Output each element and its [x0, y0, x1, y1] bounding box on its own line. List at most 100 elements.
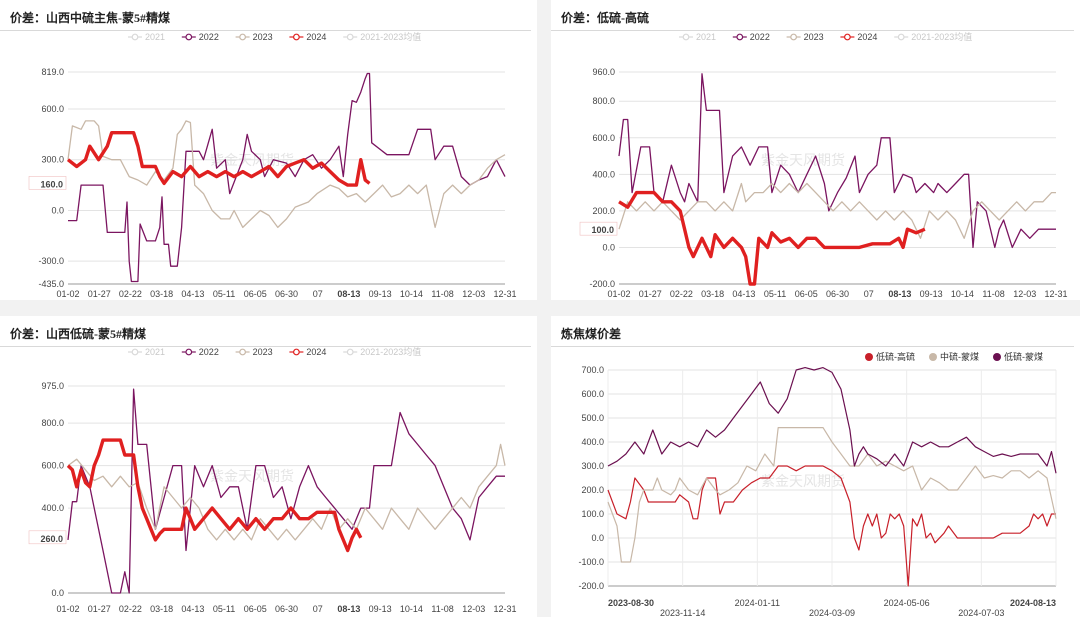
x-tick-label: 09-13 [920, 289, 943, 299]
watermark: 紫金天风期货 [761, 473, 845, 490]
x-tick-label: 02-22 [670, 289, 693, 299]
watermark: 紫金天风期货 [210, 468, 294, 485]
legend-label: 2023 [804, 32, 824, 42]
chart-title: 价差：山西低硫-蒙5#精煤 [10, 327, 146, 341]
series-line-2024 [66, 131, 371, 187]
y-tick-label: -435.0 [38, 279, 64, 289]
x-tick-label: 09-13 [369, 289, 392, 299]
y-tick-label: 800.0 [592, 96, 615, 106]
x-tick-label: 04-13 [181, 604, 204, 614]
legend-label: 2021 [145, 347, 165, 357]
current-value-box [28, 176, 67, 190]
chart-panel-shanxi-low-sulfur: 价差：山西低硫-蒙5#精煤 紫金天风期货 2021 2022 2023 2024 2021… [0, 316, 537, 617]
legend-label: 2022 [199, 32, 219, 42]
x-tick-label: 09-13 [369, 604, 392, 614]
x-tick-label: 12-31 [1044, 289, 1067, 299]
legend-marker [346, 348, 354, 356]
legend-marker [131, 348, 139, 356]
legend-marker [682, 33, 690, 41]
chart-title: 价差：低硫-高硫 [561, 11, 649, 25]
y-tick-label: -200.0 [578, 581, 604, 591]
x-tick-label: 01-27 [88, 604, 111, 614]
y-tick-label: 300.0 [581, 461, 604, 471]
y-tick-label: 600.0 [592, 133, 615, 143]
line-chart: 紫金天风期货 2021 2022 2023 2024 2021-2023均值 0.0 400.… [28, 346, 517, 614]
legend-label: 2024 [306, 32, 326, 42]
x-tick-label: 2024-03-09 [809, 608, 855, 617]
x-tick-label: 10-14 [400, 289, 423, 299]
chart-panel-low-vs-high-sulfur: 价差：低硫-高硫 紫金天风期货 2021 2022 2023 2024 2021-2023… [551, 0, 1080, 300]
x-tick-label: 2024-01-11 [735, 598, 780, 608]
legend-label: 2021 [696, 32, 716, 42]
x-tick-label: 06-05 [244, 289, 267, 299]
x-tick-label: 05-11 [213, 289, 235, 299]
x-tick-label: 08-13 [337, 604, 360, 614]
current-value-label: 100.0 [591, 225, 614, 235]
x-tick-label: 10-14 [400, 604, 423, 614]
x-tick-label: 08-13 [888, 289, 911, 299]
y-tick-label: 0.0 [591, 533, 604, 543]
legend-marker [239, 33, 247, 41]
series-line-2022 [67, 388, 505, 594]
x-tick-label: 01-02 [607, 289, 630, 299]
series-line-2022 [618, 73, 1056, 249]
y-tick-label: 975.0 [41, 381, 64, 391]
line-chart: 紫金天风期货 2021 2022 2023 2024 2021-2023均值 -435.0 -… [28, 31, 517, 299]
x-tick-label: 01-02 [56, 289, 79, 299]
legend-label: 2021-2023均值 [360, 346, 421, 357]
series-line-低硫-高硫 [607, 465, 1056, 587]
x-tick-label: 05-11 [213, 604, 235, 614]
legend-marker [239, 348, 247, 356]
x-tick-label: 06-05 [795, 289, 818, 299]
x-tick-label: 12-03 [462, 289, 485, 299]
y-tick-label: -200.0 [589, 279, 615, 289]
legend-label: 2022 [750, 32, 770, 42]
x-tick-label: 08-13 [337, 289, 360, 299]
series-line-2022 [68, 72, 506, 283]
x-tick-label: 07 [313, 604, 323, 614]
y-tick-label: 800.0 [41, 418, 64, 428]
x-tick-label: 02-22 [119, 289, 142, 299]
legend-label: 低硫-蒙煤 [1004, 351, 1043, 362]
y-tick-label: -300.0 [38, 256, 64, 266]
chart-panel-coking-coal-spread: 炼焦煤价差 紫金天风期货 低硫-高硫 中硫-蒙煤 低硫-蒙煤 -200.0 -100.0 0… [551, 316, 1080, 617]
legend-label: 2021 [145, 32, 165, 42]
x-tick-label: 12-03 [462, 604, 485, 614]
x-tick-label: 2023-11-14 [660, 608, 705, 617]
y-tick-label: 400.0 [41, 503, 64, 513]
current-value-box [579, 221, 618, 236]
chart-title: 炼焦煤价差 [561, 327, 622, 341]
legend-marker [131, 33, 139, 41]
y-tick-label: 400.0 [592, 169, 615, 179]
watermark: 紫金天风期货 [761, 152, 845, 169]
title-divider [0, 346, 531, 347]
x-tick-label: 2024-08-13 [1010, 598, 1056, 608]
legend-label: 2021-2023均值 [360, 31, 421, 42]
legend-label: 2021-2023均值 [911, 31, 972, 42]
y-tick-label: 0.0 [602, 242, 615, 252]
series-line-低硫-蒙煤 [607, 367, 1057, 474]
x-tick-label: 11-08 [431, 604, 453, 614]
y-tick-label: 200.0 [581, 485, 604, 495]
watermark: 紫金天风期货 [210, 152, 294, 169]
series-line-2024 [618, 190, 926, 286]
series-line-2023 [67, 443, 506, 541]
y-tick-label: 960.0 [592, 67, 615, 77]
x-tick-label: 03-18 [150, 604, 173, 614]
x-tick-label: 12-31 [493, 604, 516, 614]
x-tick-label: 03-18 [701, 289, 724, 299]
x-tick-label: 12-03 [1013, 289, 1036, 299]
y-tick-label: 700.0 [581, 365, 604, 375]
line-chart: 紫金天风期货 低硫-高硫 中硫-蒙煤 低硫-蒙煤 -200.0 -100.0 0.0 100.… [578, 351, 1057, 617]
x-tick-label: 12-31 [493, 289, 516, 299]
x-tick-label: 2024-05-06 [884, 598, 930, 608]
y-tick-label: 600.0 [41, 104, 64, 114]
legend-label: 2024 [306, 347, 326, 357]
legend-marker [736, 33, 744, 41]
x-tick-label: 01-27 [88, 289, 111, 299]
x-tick-label: 11-08 [982, 289, 1004, 299]
x-tick-label: 02-22 [119, 604, 142, 614]
legend-marker [293, 33, 300, 41]
legend-label: 中硫-蒙煤 [940, 351, 979, 362]
